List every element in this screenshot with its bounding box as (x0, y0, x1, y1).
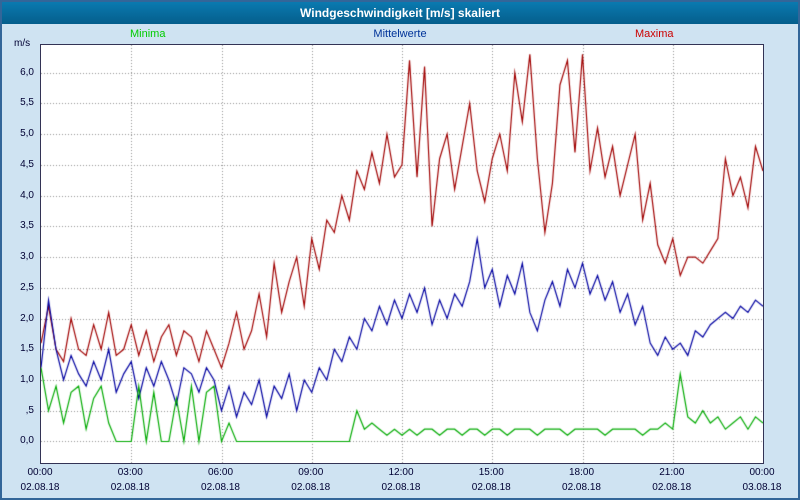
x-tick-time-label: 06:00 (207, 467, 234, 478)
y-tick-label: 6,0 (20, 66, 34, 78)
legend: Minima Mittelwerte Maxima (2, 28, 798, 42)
x-tick-time-label: 00:00 (749, 467, 775, 478)
x-tick-time-label: 18:00 (568, 467, 595, 478)
x-tick-date-label: 02.08.18 (20, 482, 60, 493)
page-title: Windgeschwindigkeit [m/s] skaliert (300, 6, 500, 20)
x-tick-time-label: 03:00 (117, 467, 143, 478)
y-tick-label: 4,0 (20, 189, 34, 201)
plot-area (40, 44, 764, 464)
y-tick-label: 1,5 (20, 343, 34, 355)
y-tick-label: 3,0 (20, 251, 34, 263)
x-tick-time-label: 12:00 (388, 467, 414, 478)
y-tick-label: ,5 (25, 404, 34, 416)
x-tick-date-label: 02.08.18 (291, 482, 331, 493)
y-tick-label: 0,0 (20, 435, 34, 447)
x-tick-date-label: 02.08.18 (201, 482, 240, 493)
legend-mittelwerte: Mittelwerte (373, 28, 427, 40)
x-tick-date-label: 02.08.18 (471, 482, 511, 493)
x-tick-time-label: 09:00 (298, 467, 324, 478)
x-axis-date-labels: 02.08.18 02.08.18 02.08.18 02.08.18 02.08.18… (21, 482, 782, 494)
y-axis-tick-labels: 6,0 5,5 5,0 4,5 4,0 3,5 3,0 2,5 2,0 1,5 1,0 ,5 0,0 (2, 45, 37, 463)
x-axis-time-labels: 00:00 03:00 06:00 09:00 12:00 15:00 18:00 21:00… (27, 467, 774, 479)
y-tick-label: 2,5 (20, 281, 34, 293)
x-tick-date-label: 02.08.18 (381, 482, 421, 493)
y-tick-label: 5,0 (20, 128, 34, 140)
x-tick-time-label: 00:00 (27, 467, 53, 478)
legend-maxima: Maxima (635, 28, 674, 40)
y-tick-label: 1,0 (20, 374, 34, 385)
y-axis-unit-label: m/s (14, 38, 31, 49)
x-tick-time-label: 15:00 (478, 467, 504, 478)
x-tick-date-label: 02.08.18 (110, 482, 150, 493)
y-tick-label: 3,5 (20, 220, 34, 232)
legend-minima: Minima (130, 28, 166, 40)
x-tick-date-label: 03.08.18 (742, 482, 782, 493)
y-tick-label: 4,5 (20, 158, 34, 170)
x-tick-date-label: 02.08.18 (562, 482, 601, 493)
chart-canvas (41, 45, 763, 463)
y-tick-label: 5,5 (20, 97, 34, 109)
title-bar: Windgeschwindigkeit [m/s] skaliert (2, 2, 798, 24)
x-tick-date-label: 02.08.18 (652, 482, 692, 493)
y-tick-label: 2,0 (20, 312, 34, 324)
x-tick-time-label: 21:00 (659, 467, 685, 478)
